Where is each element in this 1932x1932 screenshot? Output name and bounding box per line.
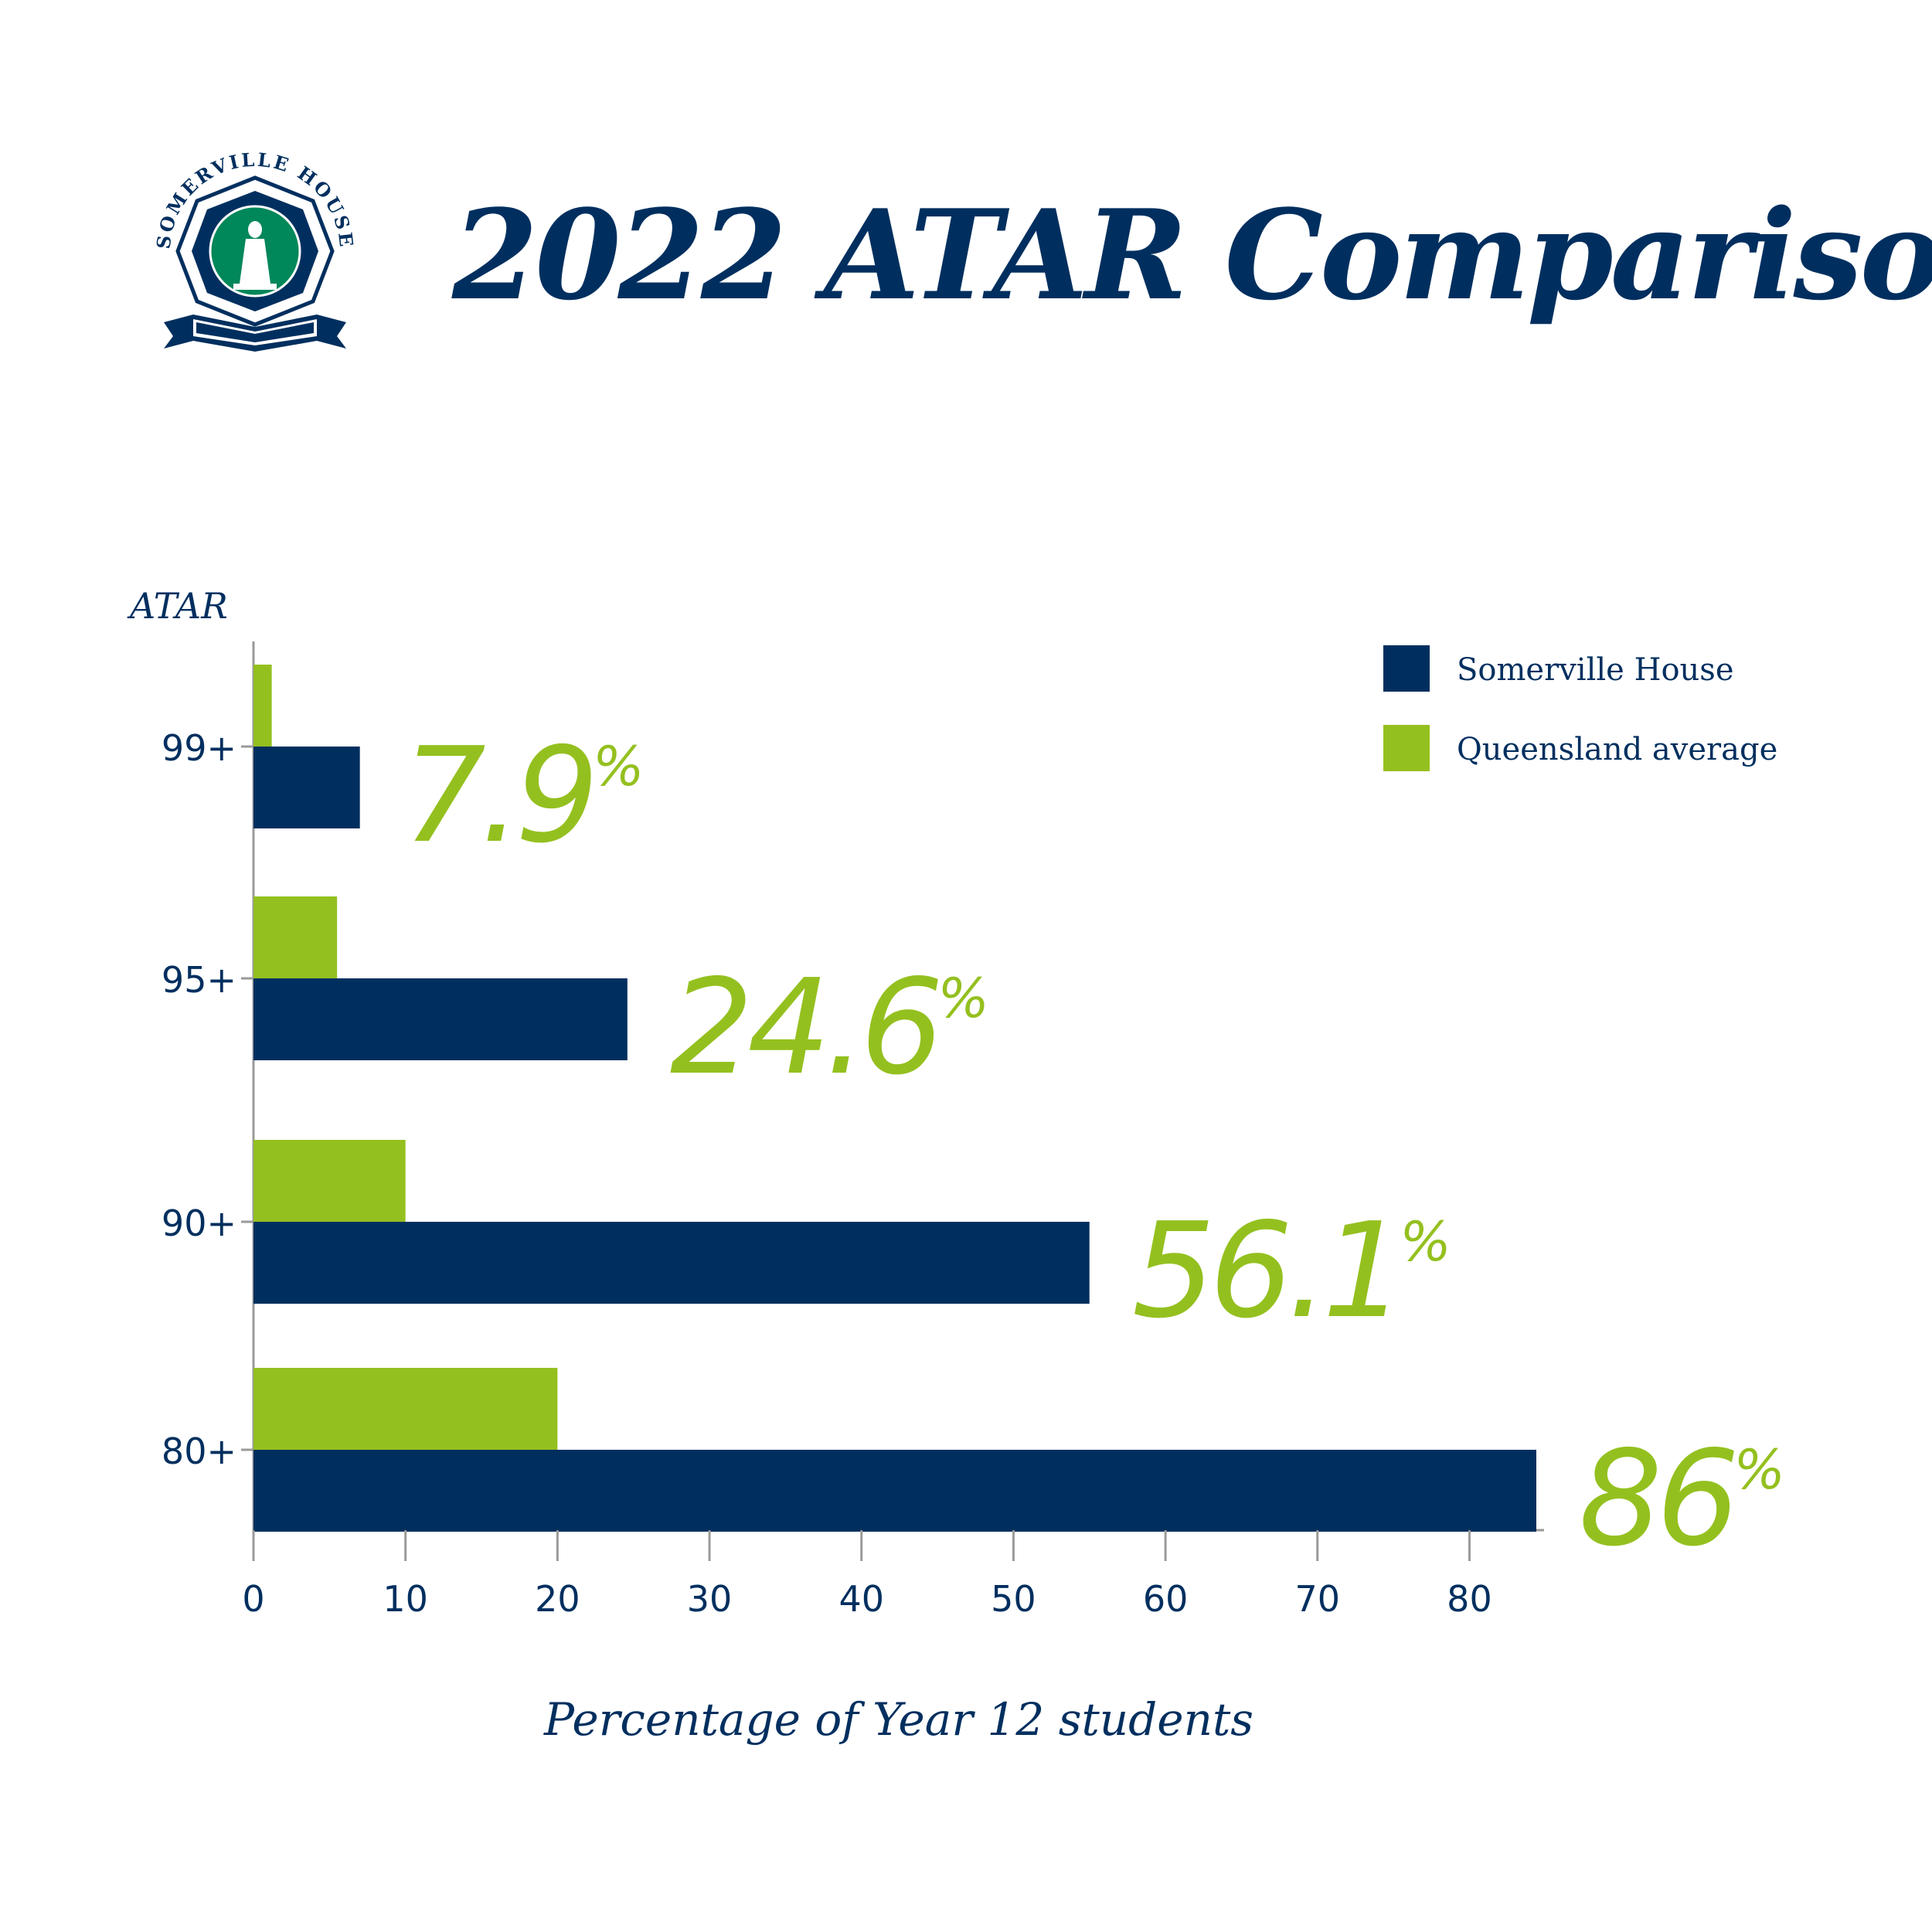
bar-queensland-average xyxy=(253,896,338,978)
x-tick-label: 30 xyxy=(687,1578,733,1620)
bar-queensland-average xyxy=(253,1140,406,1222)
school-crest-logo: SOMERVILLE HOUSE xyxy=(152,148,355,352)
bar-somerville-house xyxy=(253,978,628,1060)
x-tick-label: 60 xyxy=(1143,1578,1189,1620)
x-tick-label: 50 xyxy=(991,1578,1036,1620)
bar-queensland-average xyxy=(253,665,272,747)
legend-label: Queensland average xyxy=(1457,732,1777,767)
y-tick-label: 95+ xyxy=(162,959,236,1001)
x-tick-label: 70 xyxy=(1295,1578,1341,1620)
bar-somerville-house xyxy=(253,747,360,828)
legend-swatch xyxy=(1383,725,1430,771)
x-axis-title: Percentage of Year 12 students xyxy=(543,1693,1253,1746)
data-value-label: 86% xyxy=(1579,1423,1785,1576)
y-tick-label: 80+ xyxy=(162,1430,236,1472)
legend-label: Somerville House xyxy=(1457,652,1734,688)
data-value-label: 24.6% xyxy=(670,951,989,1104)
legend-swatch xyxy=(1383,645,1430,692)
data-value-label: 56.1% xyxy=(1132,1195,1451,1348)
y-axis-title: ATAR xyxy=(127,585,228,627)
x-tick-label: 10 xyxy=(383,1578,428,1620)
bar-queensland-average xyxy=(253,1368,558,1450)
x-tick-label: 40 xyxy=(838,1578,884,1620)
x-tick-label: 0 xyxy=(242,1578,264,1620)
y-tick-label: 90+ xyxy=(162,1202,236,1244)
data-value-label: 7.9% xyxy=(403,719,645,872)
x-tick-label: 20 xyxy=(535,1578,580,1620)
bar-somerville-house xyxy=(253,1450,1536,1532)
y-tick-label: 99+ xyxy=(162,727,236,769)
chart-title: 2022 ATAR Comparison xyxy=(452,182,1932,328)
x-tick-label: 80 xyxy=(1447,1578,1492,1620)
bar-somerville-house xyxy=(253,1222,1090,1304)
